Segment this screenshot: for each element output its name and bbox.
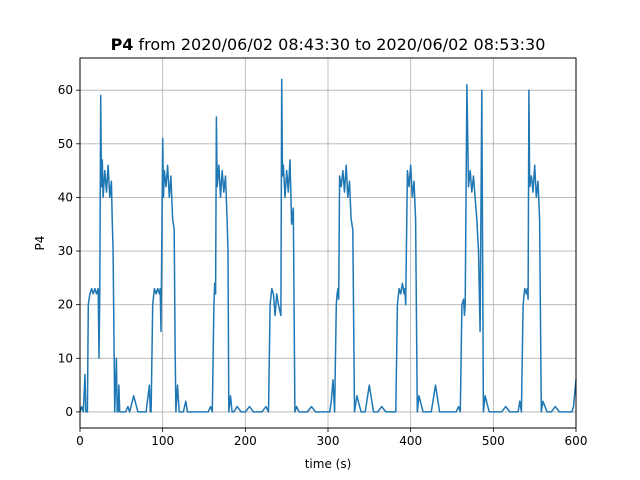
- y-tick-label-0: 0: [65, 405, 73, 419]
- y-axis-label: P4: [33, 236, 47, 251]
- chart-title: P4 from 2020/06/02 08:43:30 to 2020/06/0…: [111, 35, 546, 54]
- x-axis-ticks: 0 100 200 300 400 500 600: [76, 428, 587, 448]
- x-tick-label-5: 500: [482, 434, 505, 448]
- chart-title-bold: P4: [111, 35, 134, 54]
- y-tick-label-2: 20: [58, 298, 73, 312]
- chart-title-rest: from 2020/06/02 08:43:30 to 2020/06/02 0…: [133, 35, 545, 54]
- y-tick-label-5: 50: [58, 137, 73, 151]
- y-tick-label-3: 30: [58, 244, 73, 258]
- x-tick-label-2: 200: [234, 434, 257, 448]
- x-tick-label-1: 100: [151, 434, 174, 448]
- y-tick-label-6: 60: [58, 83, 73, 97]
- series-line-0: [79, 78, 577, 413]
- y-tick-label-4: 40: [58, 190, 73, 204]
- data-series: [79, 78, 577, 413]
- x-tick-label-4: 400: [399, 434, 422, 448]
- x-tick-label-3: 300: [317, 434, 340, 448]
- y-axis-ticks: 0 10 20 30 40 50 60: [58, 83, 80, 419]
- x-tick-label-6: 600: [565, 434, 588, 448]
- x-tick-label-0: 0: [76, 434, 84, 448]
- x-axis-label: time (s): [305, 457, 352, 471]
- y-tick-label-1: 10: [58, 351, 73, 365]
